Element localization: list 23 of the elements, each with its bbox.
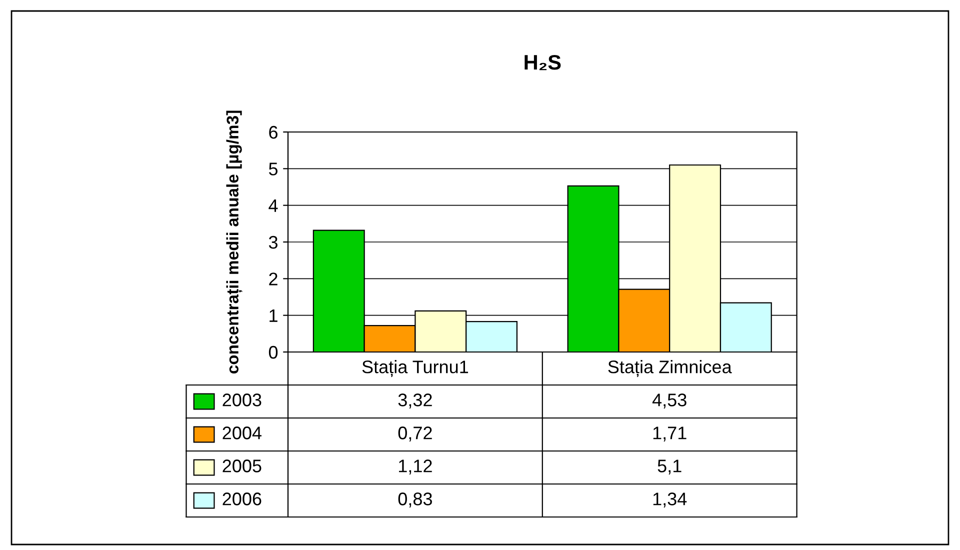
legend-label: 2003 <box>222 394 262 406</box>
y-tick-label: 2 <box>269 272 278 286</box>
y-tick-label: 4 <box>268 199 278 212</box>
y-tick-label: 3 <box>268 236 278 249</box>
x-tick-label: Stația Zimnicea <box>608 360 732 377</box>
x-tick-label: Stația Turnu1 <box>362 360 468 377</box>
legend-label: 2005 <box>222 460 262 472</box>
chart-title: H₂S <box>524 54 561 70</box>
legend-label: 2006 <box>222 492 262 506</box>
data-label: 0,83 <box>398 492 432 508</box>
data-label: 1,71 <box>653 426 686 442</box>
y-tick-label: 6 <box>269 126 278 139</box>
data-label: 1,12 <box>399 460 432 474</box>
data-label: 4,53 <box>652 394 686 408</box>
y-tick-label: 1 <box>270 309 278 322</box>
data-label: 5,1 <box>658 460 682 474</box>
data-label: 1,34 <box>653 492 687 508</box>
legend-label: 2004 <box>222 426 262 440</box>
y-tick-label: 0 <box>268 346 278 359</box>
data-label: 3,32 <box>398 394 432 408</box>
y-axis-title: concentrații medii anuale [µg/m3] <box>226 110 242 374</box>
y-tick-label: 5 <box>268 162 278 176</box>
data-label: 0,72 <box>398 426 432 442</box>
